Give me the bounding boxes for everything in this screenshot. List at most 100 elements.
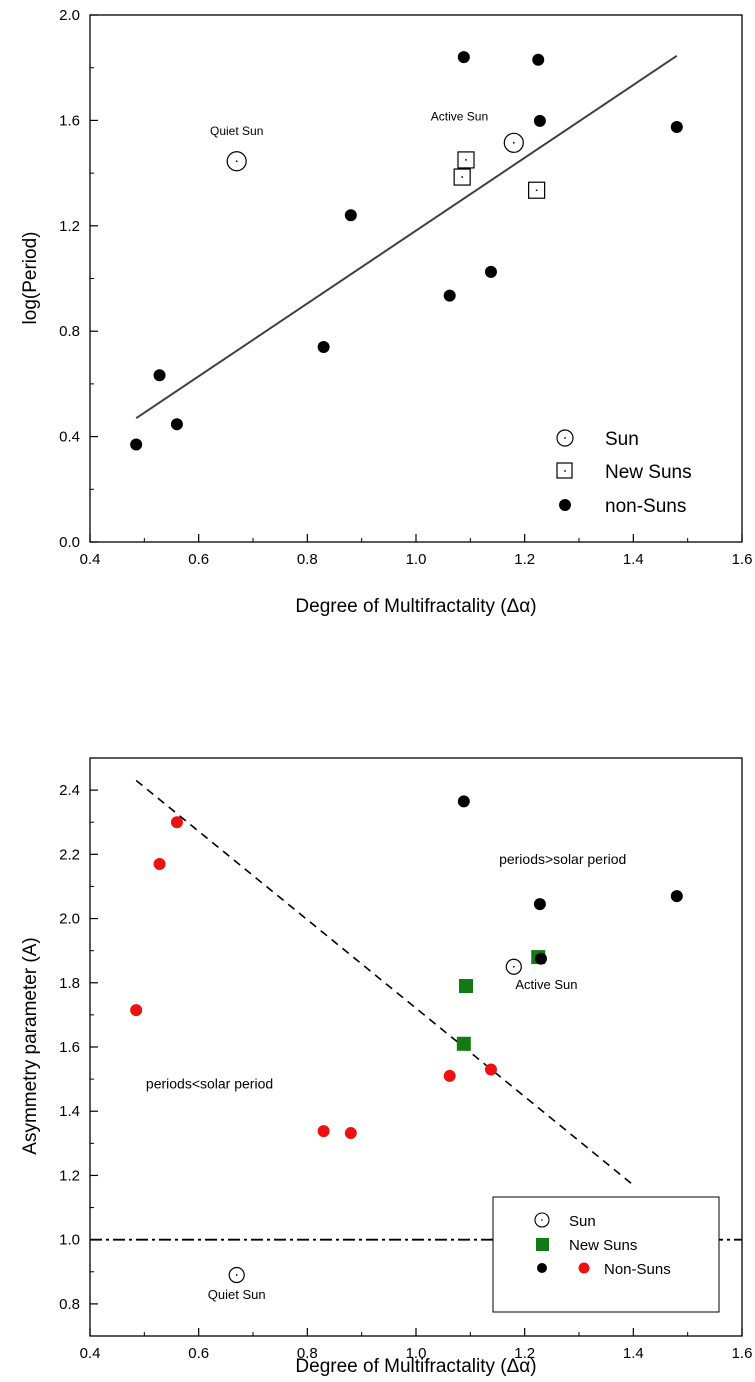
y-tick-label: 2.4 [59,782,80,799]
x-tick-label: 0.6 [188,551,209,568]
legend-label-non-suns: non-Suns [605,496,686,517]
y-tick-label: 1.0 [59,1232,80,1249]
x-tick-label: 1.6 [732,1345,753,1362]
bottom-series-marks [130,795,683,1284]
legend2-sun-marker [534,1212,550,1228]
x-tick-label: 1.2 [514,551,535,568]
non-sun-point [317,1125,330,1138]
y-tick-label: 1.2 [59,218,80,235]
legend-label-sun: Sun [605,429,639,450]
legend2-new-suns-marker [536,1238,549,1251]
non-sun-point [534,952,547,965]
bottom-annotation-active-sun: Active Sun [515,977,577,992]
legend-label-new-suns: New Suns [605,462,692,483]
new-sun-point [457,151,475,169]
legend-non-suns-marker [559,499,571,511]
bottom-y-ticks: 0.8 1.0 1.2 1.4 1.6 1.8 2.0 2.2 2.4 [59,782,98,1313]
bottom-y-axis-label: Asymmetry parameter (A) [20,937,41,1154]
sun-point-dot [512,965,515,968]
x-tick-label: 1.6 [732,551,753,568]
x-tick-label: 0.4 [80,551,101,568]
legend2-label-non-suns: Non-Suns [604,1261,671,1278]
non-sun-point [533,114,546,127]
x-tick-label: 0.8 [297,1345,318,1362]
new-sun-point-dot [465,159,467,161]
new-sun-point [453,168,471,186]
sun-point [228,1266,245,1284]
x-tick-label: 1.0 [406,1345,427,1362]
x-tick-label: 1.4 [623,551,644,568]
legend2-label-new-suns: New Suns [569,1237,637,1254]
non-sun-point [670,890,683,903]
non-sun-point [344,1127,357,1140]
x-tick-label: 1.0 [406,551,427,568]
legend-sun-marker [556,429,574,447]
non-sun-point [457,795,470,808]
x-tick-label: 0.8 [297,551,318,568]
new-sun-point-dot [535,189,538,192]
non-sun-point [484,265,497,278]
legend2-label-sun: Sun [569,1213,596,1230]
non-sun-point [533,898,546,911]
new-sun-point [528,181,546,199]
bottom-x-axis-label: Degree of Multifractality (Δα) [295,1356,536,1377]
bottom-chart: 0.4 0.6 0.8 1.0 1.2 1.4 1.6 0.8 1.0 1.2 1.4 1.6 1.8… [20,757,753,1377]
non-sun-point [443,1069,456,1082]
top-fit-line [135,55,678,419]
new-sun-point [456,1036,471,1051]
non-sun-point [153,369,166,382]
non-sun-point [532,53,545,66]
non-sun-point [130,438,143,451]
legend2-non-suns-black-marker [537,1263,547,1273]
sun-point-dot [512,141,515,144]
non-sun-point [457,51,470,64]
legend2-non-suns-red-marker [578,1262,590,1274]
legend-new-suns-dot [564,470,566,472]
y-tick-label: 0.4 [59,429,80,446]
y-tick-label: 0.8 [59,1296,80,1313]
new-sun-point [458,978,473,993]
top-legend: Sun New Suns non-Suns [556,429,692,517]
sun-point [505,958,522,975]
top-y-ticks: 0.0 0.4 0.8 1.2 1.6 2.0 [59,7,98,551]
y-tick-label: 2.0 [59,911,80,928]
non-sun-point [443,289,456,302]
y-tick-label: 1.6 [59,1039,80,1056]
non-sun-point [170,816,183,829]
y-tick-label: 1.6 [59,112,80,129]
sun-point-dot [235,1274,238,1276]
y-tick-label: 1.2 [59,1167,80,1184]
sun-point [503,132,524,153]
bottom-annotation-periods-greater: periods>solar period [499,851,626,867]
x-tick-label: 1.2 [514,1345,535,1362]
bottom-x-ticks: 0.4 0.6 0.8 1.0 1.2 1.4 1.6 [80,1328,753,1362]
legend2-sun-dot [541,1219,543,1221]
y-tick-label: 0.0 [59,534,80,551]
bottom-legend: Sun New Suns Non-Suns [492,1196,720,1313]
bottom-annotation-periods-less: periods<solar period [146,1076,273,1092]
legend-new-suns-marker [556,462,573,479]
bottom-fit-line [135,779,634,1186]
non-sun-point [153,857,166,870]
legend-sun-dot [564,437,566,439]
x-tick-label: 1.4 [623,1345,644,1362]
top-annotation-active-sun: Active Sun [431,109,488,123]
top-series-marks [130,51,683,451]
non-sun-point [170,418,183,431]
sun-point [226,151,247,172]
bottom-legend-box [492,1196,720,1313]
top-y-axis-label: log(Period) [20,232,41,325]
y-tick-label: 0.8 [59,323,80,340]
top-x-axis-label: Degree of Multifractality (Δα) [295,596,536,617]
y-tick-label: 2.0 [59,7,80,24]
non-sun-point [344,209,357,222]
y-tick-label: 1.4 [59,1103,80,1120]
non-sun-point [317,341,330,354]
y-tick-label: 2.2 [59,846,80,863]
non-sun-point [670,120,683,133]
x-tick-label: 0.4 [80,1345,101,1362]
bottom-annotation-quiet-sun: Quiet Sun [208,1287,266,1302]
new-sun-point-dot [461,176,464,178]
sun-point-dot [235,160,238,163]
